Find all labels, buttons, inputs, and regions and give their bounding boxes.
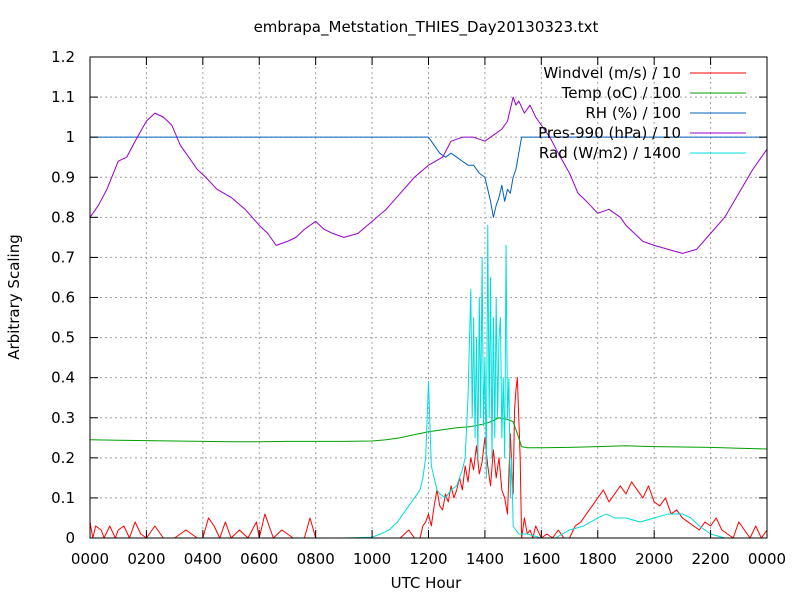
series-line-3 [90, 136, 767, 218]
legend-label: Pres-990 (hPa) / 10 [538, 124, 681, 142]
y-tick-label: 0.5 [51, 329, 75, 347]
y-tick-label: 0 [65, 529, 75, 547]
x-tick-label: 0400 [184, 550, 222, 568]
y-tick-label: 0.1 [51, 489, 75, 507]
y-tick-label: 0.3 [51, 409, 75, 427]
x-tick-label: 0600 [240, 550, 278, 568]
chart-title: embrapa_Metstation_THIES_Day20130323.txt [254, 18, 599, 37]
y-tick-label: 0.2 [51, 449, 75, 467]
series-group [89, 96, 768, 539]
legend-label: Windvel (m/s) / 10 [543, 64, 681, 82]
y-tick-label: 0.6 [51, 289, 75, 307]
x-axis-label: UTC Hour [391, 574, 462, 592]
x-tick-label: 2000 [635, 550, 673, 568]
x-tick-label: 0000 [748, 550, 786, 568]
y-tick-label: 0.9 [51, 168, 75, 186]
series-line-4 [89, 96, 768, 254]
y-tick-label: 0.7 [51, 248, 75, 266]
legend-label: RH (%) / 100 [585, 104, 681, 122]
x-tick-label: 1200 [409, 550, 447, 568]
legend: Windvel (m/s) / 10 Temp (oC) / 100 RH (%) … [538, 64, 746, 162]
series-line-5 [90, 224, 767, 539]
y-tick-label: 1.1 [51, 88, 75, 106]
y-tick-label: 1.2 [51, 48, 75, 66]
y-tick-label: 1 [65, 128, 75, 146]
x-tick-label: 1000 [353, 550, 391, 568]
y-tick-label: 0.8 [51, 208, 75, 226]
y-axis-label: Arbitrary Scaling [5, 234, 23, 360]
legend-label: Rad (W/m2) / 1400 [539, 144, 681, 162]
x-tick-label: 1600 [522, 550, 560, 568]
x-tick-label: 1400 [466, 550, 504, 568]
y-tick-label: 0.4 [51, 369, 75, 387]
x-tick-label: 0800 [297, 550, 335, 568]
axis-ticks: 0000 0200 0400 0600 0800 1000 1200 1400 1600 1800… [51, 48, 786, 568]
x-tick-label: 0200 [127, 550, 165, 568]
x-tick-label: 2200 [691, 550, 729, 568]
x-tick-label: 1800 [579, 550, 617, 568]
series-line-1 [89, 377, 768, 539]
x-tick-label: 0000 [71, 550, 109, 568]
legend-label: Temp (oC) / 100 [561, 84, 681, 102]
